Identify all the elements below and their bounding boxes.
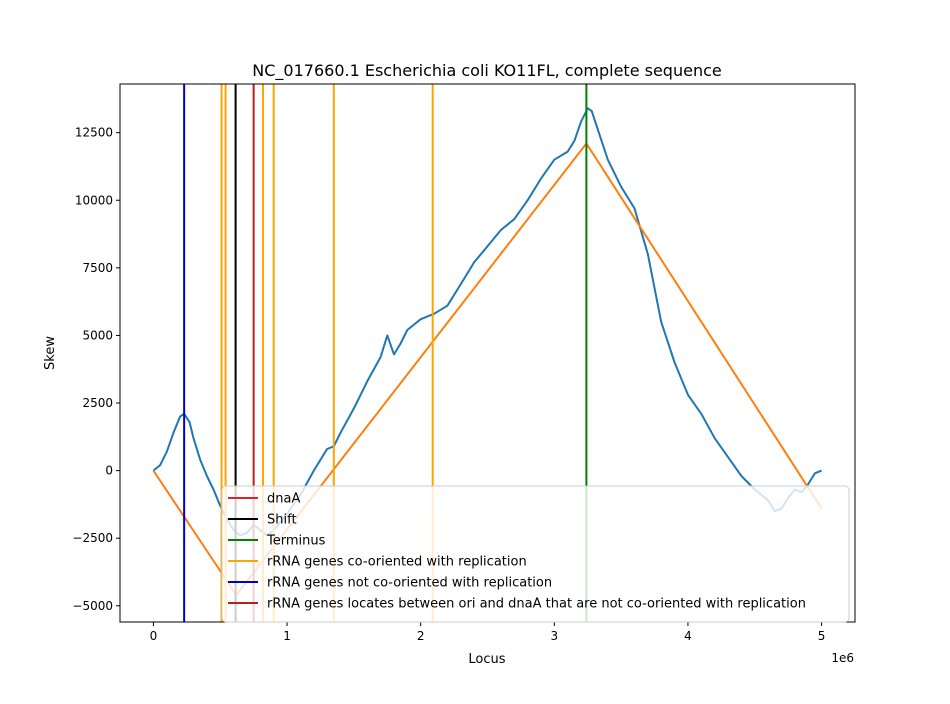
x-tick-label: 3: [550, 629, 558, 643]
x-tick-label: 1: [283, 629, 291, 643]
legend: dnaA Shift Terminus rRNA genes co-oriented …: [221, 485, 850, 623]
y-axis-label: Skew: [43, 336, 58, 370]
x-axis-offset-label: 1e6: [831, 651, 854, 665]
legend-box: [221, 485, 850, 623]
legend-entry-label: rRNA genes locates between ori and dnaA …: [267, 597, 806, 612]
y-tick-label: 5000: [82, 328, 113, 342]
x-axis-ticks: 0 1 2 3 4 5: [150, 622, 826, 643]
y-tick-label: 0: [105, 464, 113, 478]
y-tick-label: −5000: [72, 599, 113, 613]
chart-title: NC_017660.1 Escherichia coli KO11FL, com…: [252, 61, 721, 81]
fit-series-line: [152, 142, 823, 596]
x-axis-label: Locus: [468, 652, 505, 667]
y-tick-label: 2500: [82, 396, 113, 410]
x-tick-label: 2: [417, 629, 425, 643]
legend-entry-label: rRNA genes not co-oriented with replicat…: [267, 576, 552, 591]
x-tick-label: 5: [818, 629, 826, 643]
y-tick-label: 12500: [75, 126, 113, 140]
x-tick-label: 0: [150, 629, 158, 643]
legend-entry-label: dnaA: [267, 492, 300, 507]
x-tick-label: 4: [684, 629, 692, 643]
y-axis-ticks: −5000 −2500 0 2500 5000 7500 10000 12500: [72, 126, 120, 613]
legend-entry-label: rRNA genes co-oriented with replication: [267, 555, 527, 570]
legend-entry-label: Shift: [267, 513, 297, 528]
legend-entry-label: Terminus: [266, 534, 326, 549]
y-tick-label: 7500: [82, 261, 113, 275]
y-tick-label: 10000: [75, 193, 113, 207]
y-tick-label: −2500: [72, 531, 113, 545]
